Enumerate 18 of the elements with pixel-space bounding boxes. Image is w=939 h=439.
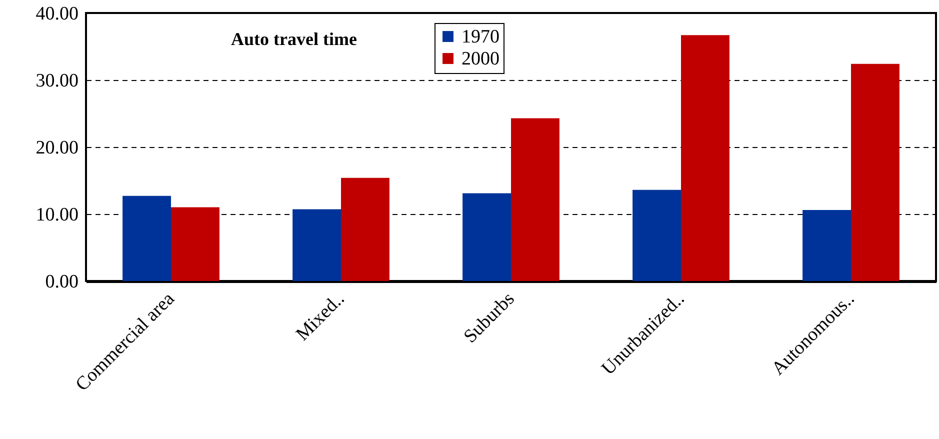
bar — [511, 118, 560, 281]
y-tick-label: 40.00 — [36, 4, 78, 24]
legend-label: 1970 — [462, 26, 500, 48]
bar — [171, 207, 220, 281]
bar — [851, 64, 900, 281]
text: Auto travel time — [231, 29, 357, 49]
bar — [462, 193, 511, 281]
bar — [341, 178, 390, 281]
y-tick-label: 10.00 — [36, 204, 78, 226]
y-tick-label: 20.00 — [36, 138, 78, 158]
bar — [681, 35, 730, 281]
legend-label: 2000 — [462, 48, 500, 70]
y-tick-label: 30.00 — [36, 70, 78, 92]
bar — [122, 196, 171, 281]
bar — [292, 209, 341, 281]
y-tick-label: 0.00 — [45, 272, 78, 292]
bar — [802, 210, 851, 281]
bar — [632, 190, 681, 281]
